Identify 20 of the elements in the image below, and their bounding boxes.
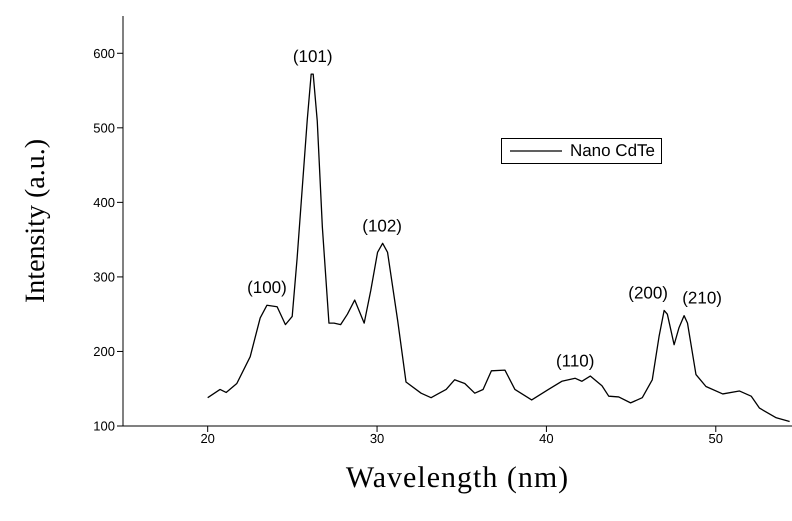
y-tick-label: 600: [93, 46, 115, 61]
y-tick-label: 400: [93, 194, 115, 210]
y-tick-label: 300: [93, 270, 115, 285]
x-axis-title: Wavelength (nm): [346, 461, 570, 494]
annotation: (200): [628, 283, 668, 302]
x-tick-label: 40: [539, 431, 554, 446]
x-tick-label: 30: [370, 431, 384, 446]
legend-label: Nano CdTe: [570, 141, 655, 161]
x-tick-label: 20: [200, 431, 215, 446]
y-tick-label: 100: [93, 418, 115, 434]
y-axis-title: Intensity (a.u.): [20, 138, 51, 304]
annotation: (101): [292, 47, 333, 66]
annotation: (100): [247, 278, 287, 298]
annotation: (102): [362, 216, 402, 236]
y-tick-label: 200: [93, 344, 115, 360]
annotation: (210): [682, 288, 722, 308]
annotation: (110): [556, 351, 594, 370]
x-tick-label: 50: [708, 431, 724, 446]
line-series: [207, 73, 790, 422]
y-tick-label: 500: [93, 120, 115, 136]
